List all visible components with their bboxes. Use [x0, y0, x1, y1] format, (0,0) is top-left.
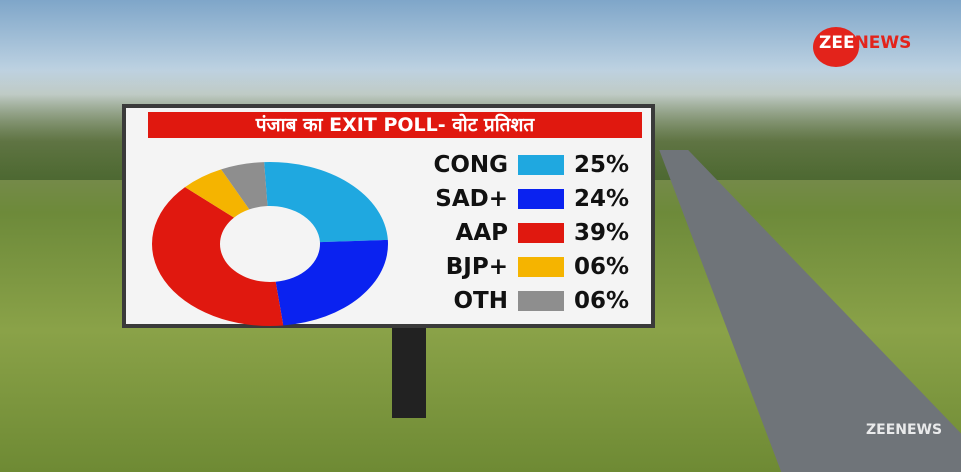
- donut-chart: [152, 162, 388, 326]
- legend-label: BJP+: [445, 254, 508, 280]
- watermark: ZEENEWS: [866, 422, 943, 438]
- billboard-pole: [392, 328, 426, 418]
- zee-news-logo: ZEE NEWS: [813, 27, 912, 67]
- legend-label: SAD+: [435, 186, 508, 212]
- legend-label: OTH: [453, 288, 509, 314]
- slice-cong: [264, 162, 388, 243]
- legend-label: AAP: [455, 220, 508, 246]
- legend-swatch: [518, 155, 564, 175]
- legend-swatch: [518, 291, 564, 311]
- slice-aap: [152, 187, 284, 326]
- legend-row-sad-plus: SAD+ 24%: [408, 182, 629, 216]
- legend-swatch: [518, 189, 564, 209]
- logo-news: NEWS: [854, 33, 912, 53]
- slice-bjp-plus: [185, 169, 250, 218]
- chart-title: पंजाब का EXIT POLL- वोट प्रतिशत: [148, 112, 642, 138]
- legend-value: 06%: [574, 288, 630, 314]
- legend-value: 25%: [574, 152, 630, 178]
- legend-value: 24%: [574, 186, 630, 212]
- legend-label: CONG: [433, 152, 508, 178]
- billboard: पंजाब का EXIT POLL- वोट प्रतिशत CONG 25% S…: [122, 104, 655, 328]
- legend-swatch: [518, 223, 564, 243]
- legend-value: 06%: [574, 254, 630, 280]
- legend-row-cong: CONG 25%: [408, 148, 629, 182]
- legend-row-oth: OTH 06%: [408, 284, 630, 318]
- slice-oth: [221, 162, 268, 210]
- legend: CONG 25% SAD+ 24% AAP 39% BJP+ 06% OTH 06%: [408, 148, 629, 318]
- legend-row-aap: AAP 39%: [408, 216, 630, 250]
- legend-value: 39%: [574, 220, 630, 246]
- legend-row-bjp-plus: BJP+ 06%: [408, 250, 629, 284]
- legend-swatch: [518, 257, 564, 277]
- slice-sad-plus: [275, 239, 388, 326]
- logo-zee: ZEE: [819, 33, 855, 53]
